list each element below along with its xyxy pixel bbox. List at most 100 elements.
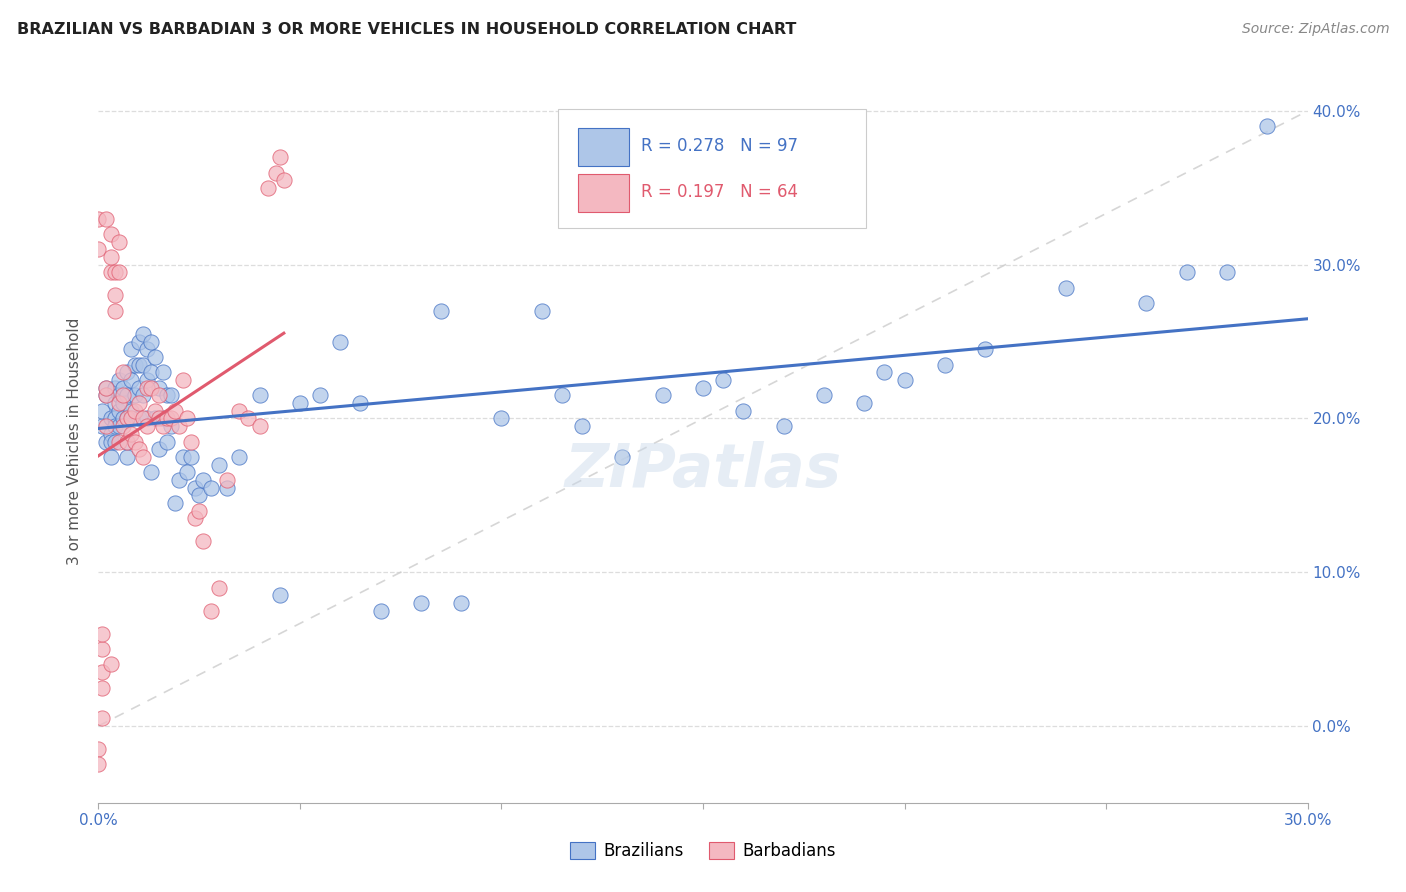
Point <box>111 411 134 425</box>
Point <box>111 419 134 434</box>
Point <box>167 419 190 434</box>
Point <box>208 458 231 472</box>
Point <box>124 434 146 449</box>
Point <box>96 381 118 395</box>
Point <box>96 419 118 434</box>
Point <box>853 396 876 410</box>
Point <box>143 411 166 425</box>
Point <box>91 665 114 680</box>
Point <box>100 426 122 441</box>
Point <box>612 450 634 464</box>
Y-axis label: 3 or more Vehicles in Household: 3 or more Vehicles in Household <box>67 318 83 566</box>
Point <box>733 404 755 418</box>
Point <box>96 388 118 402</box>
Point <box>772 419 794 434</box>
Point <box>107 396 129 410</box>
Point <box>143 350 166 364</box>
Point <box>167 473 190 487</box>
Point <box>128 411 150 425</box>
Text: R = 0.197   N = 64: R = 0.197 N = 64 <box>641 183 799 202</box>
Point <box>152 365 174 379</box>
Point <box>256 181 278 195</box>
Point <box>103 419 125 434</box>
Point <box>96 211 118 226</box>
Point <box>651 388 673 402</box>
Point <box>111 381 134 395</box>
Point <box>1135 296 1157 310</box>
Point <box>139 365 162 379</box>
Point <box>450 596 472 610</box>
Point <box>139 334 162 349</box>
Point <box>156 388 179 402</box>
Point <box>269 588 291 602</box>
Point <box>309 388 332 402</box>
Legend: Brazilians, Barbadians: Brazilians, Barbadians <box>564 835 842 867</box>
Point <box>269 150 291 164</box>
Text: Source: ZipAtlas.com: Source: ZipAtlas.com <box>1241 22 1389 37</box>
Point <box>135 373 157 387</box>
Point <box>249 419 271 434</box>
Point <box>184 481 207 495</box>
Point <box>124 404 146 418</box>
Point <box>100 265 122 279</box>
Point <box>103 381 125 395</box>
Point <box>107 419 129 434</box>
Point <box>135 411 157 425</box>
Point <box>163 496 186 510</box>
Point <box>148 388 170 402</box>
Point <box>115 434 138 449</box>
Point <box>124 358 146 372</box>
Point <box>1256 120 1278 134</box>
Point <box>160 388 183 402</box>
Point <box>100 227 122 241</box>
Point <box>249 388 271 402</box>
Point <box>107 388 129 402</box>
Point <box>100 657 122 672</box>
Point <box>813 388 835 402</box>
Text: R = 0.278   N = 97: R = 0.278 N = 97 <box>641 137 799 155</box>
Point <box>692 381 714 395</box>
Point <box>91 626 114 640</box>
Point <box>100 434 122 449</box>
Point <box>135 381 157 395</box>
Point <box>188 504 211 518</box>
Point <box>934 358 956 372</box>
Point <box>87 243 110 257</box>
Point <box>200 481 222 495</box>
Point <box>163 404 186 418</box>
Point <box>217 481 239 495</box>
Point <box>329 334 352 349</box>
Point <box>107 265 129 279</box>
Point <box>370 604 392 618</box>
Point <box>228 404 250 418</box>
Point <box>156 434 179 449</box>
Point <box>193 473 215 487</box>
Point <box>128 358 150 372</box>
Point <box>135 343 157 357</box>
Point <box>103 411 125 425</box>
Point <box>120 411 142 425</box>
Point <box>96 381 118 395</box>
Point <box>128 381 150 395</box>
Point <box>273 173 295 187</box>
Point <box>188 488 211 502</box>
Point <box>115 365 138 379</box>
Point <box>172 450 194 464</box>
Point <box>409 596 432 610</box>
Point <box>91 711 114 725</box>
Point <box>172 373 194 387</box>
Point <box>115 411 138 425</box>
Point <box>148 442 170 457</box>
Point <box>1175 265 1198 279</box>
Point <box>135 419 157 434</box>
Point <box>103 396 125 410</box>
Point <box>530 304 553 318</box>
Point <box>100 250 122 264</box>
Point <box>156 411 179 425</box>
Point <box>152 419 174 434</box>
Point <box>217 473 239 487</box>
Point <box>132 358 155 372</box>
Point <box>148 411 170 425</box>
Point <box>349 396 371 410</box>
Point <box>103 288 125 302</box>
